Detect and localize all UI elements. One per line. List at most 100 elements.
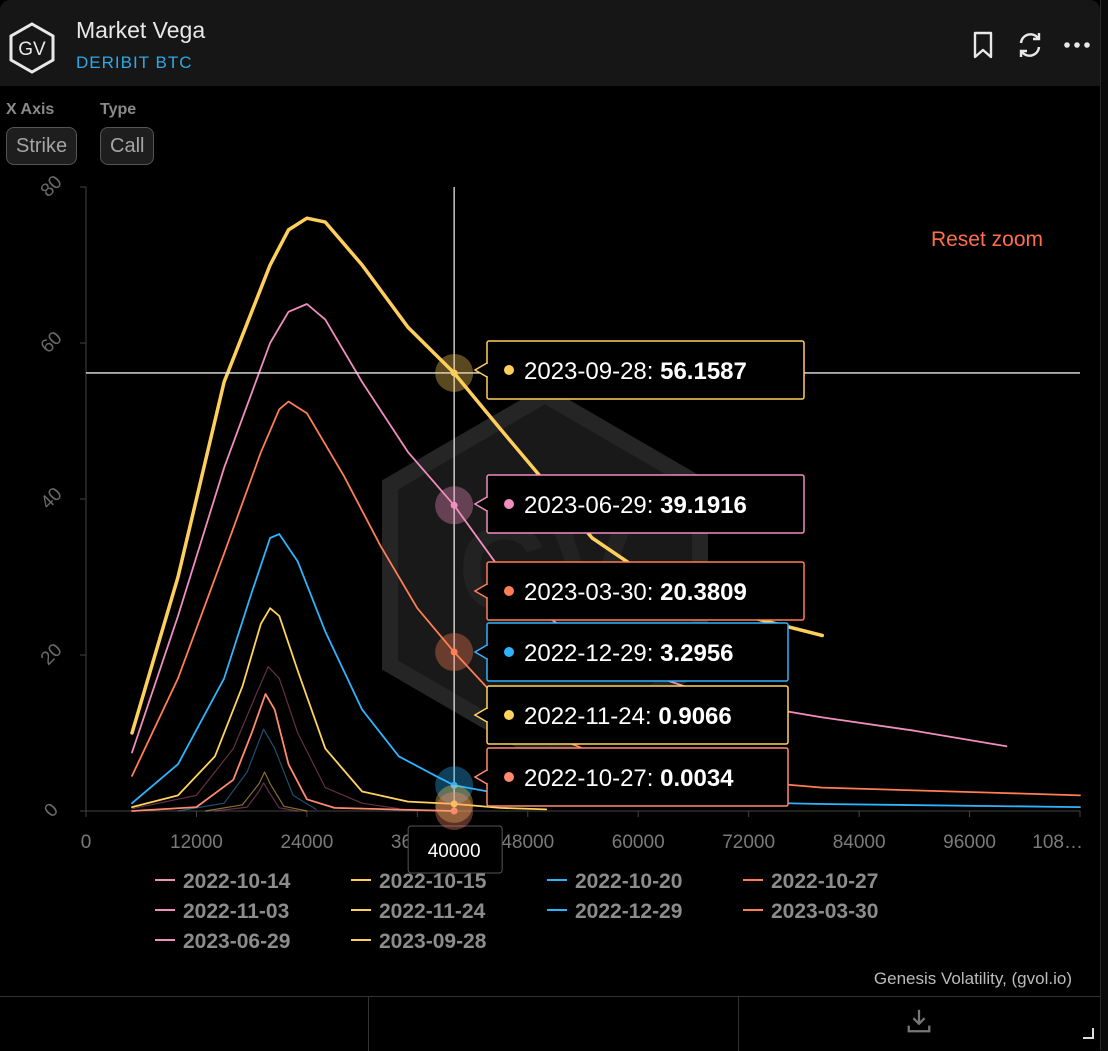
tooltip-text: 2023-03-30: 20.3809 [524, 579, 747, 606]
tooltip-pointer [473, 769, 488, 785]
tooltip-dot [504, 772, 514, 782]
resize-handle-icon[interactable] [1082, 1027, 1094, 1039]
x-tick-label: 84000 [833, 832, 886, 853]
panel-header: GV Market Vega DERIBIT BTC [0, 0, 1100, 86]
tooltip-dot [504, 647, 514, 657]
tooltip-pointer [473, 707, 488, 723]
tooltip-text: 2023-06-29: 39.1916 [524, 492, 747, 519]
legend-label: 2022-10-14 [183, 870, 291, 893]
tooltip-date: 2023-06-29 [524, 492, 647, 519]
legend-item-2022-11-03[interactable]: 2022-11-03 [155, 900, 289, 923]
legend-label: 2022-10-27 [771, 870, 878, 893]
tooltip-2023-03-30: 2023-03-30: 20.3809 [473, 561, 805, 621]
tooltip-dot [504, 365, 514, 375]
x-tick-label: 108… [1032, 832, 1083, 853]
legend-label: 2022-10-15 [379, 870, 487, 893]
refresh-icon[interactable] [1015, 30, 1045, 60]
tooltip-value: 3.2956 [660, 640, 733, 667]
gv-logo-icon: GV [9, 22, 55, 74]
hover-marker [450, 501, 458, 509]
legend-label: 2023-03-30 [771, 900, 878, 923]
hover-marker [450, 807, 458, 815]
download-icon[interactable] [905, 1007, 933, 1035]
tooltip-2022-12-29: 2022-12-29: 3.2956 [473, 622, 789, 682]
tooltip-value: 20.3809 [660, 579, 747, 606]
legend-item-2023-09-28[interactable]: 2023-09-28 [351, 930, 487, 953]
hover-marker [450, 648, 458, 656]
y-tick-label: 60 [37, 328, 67, 358]
legend-label: 2022-10-20 [575, 870, 682, 893]
tooltip-dot [504, 710, 514, 720]
tooltip-2023-09-28: 2023-09-28: 56.1587 [473, 340, 805, 400]
tooltip-value: 56.1587 [660, 358, 747, 385]
series-line-2022-11-24[interactable] [131, 607, 548, 811]
tooltip-value: 0.9066 [658, 703, 731, 730]
tooltip-2023-06-29: 2023-06-29: 39.1916 [473, 474, 805, 534]
legend-item-2022-10-14[interactable]: 2022-10-14 [155, 870, 291, 893]
bookmark-icon[interactable] [968, 30, 998, 60]
tooltip-date: 2023-09-28 [524, 358, 647, 385]
legend-label: 2022-12-29 [575, 900, 682, 923]
legend-item-2022-10-15[interactable]: 2022-10-15 [351, 870, 487, 893]
series-line-2022-10-15[interactable] [205, 771, 308, 812]
legend-item-2023-03-30[interactable]: 2023-03-30 [743, 900, 878, 923]
y-tick-label: 0 [40, 799, 62, 821]
tooltip-colon: : [647, 640, 660, 667]
legend-item-2023-06-29[interactable]: 2023-06-29 [155, 930, 290, 953]
tooltip-text: 2022-12-29: 3.2956 [524, 640, 734, 667]
legend-item-2022-11-24[interactable]: 2022-11-24 [351, 900, 486, 923]
tooltip-pointer [473, 362, 488, 378]
tooltip-date: 2022-10-27 [524, 765, 647, 792]
crosshair-x-label: 40000 [428, 841, 481, 862]
series-line-2022-10-20[interactable] [177, 728, 317, 812]
more-icon[interactable] [1062, 30, 1092, 60]
tooltip-value: 39.1916 [660, 492, 747, 519]
legend-label: 2022-11-24 [379, 900, 486, 923]
legend-item-2022-12-29[interactable]: 2022-12-29 [547, 900, 682, 923]
y-tick-label: 40 [37, 484, 67, 514]
legend-item-2022-10-27[interactable]: 2022-10-27 [743, 870, 878, 893]
hover-marker [450, 781, 458, 789]
series-line-2022-10-14[interactable] [214, 782, 299, 812]
type-label: Type [100, 101, 137, 118]
tooltip-text: 2022-10-27: 0.0034 [524, 765, 734, 792]
tooltip-value: 0.0034 [660, 765, 734, 792]
series-line-2022-11-03[interactable] [131, 666, 400, 810]
tooltip-colon: : [647, 579, 660, 606]
type-selector[interactable]: Call [100, 127, 155, 165]
x-tick-label: 60000 [612, 832, 665, 853]
tooltip-2022-10-27: 2022-10-27: 0.0034 [473, 747, 789, 807]
tooltip-pointer [473, 496, 488, 512]
vega-chart[interactable]: GV 0204060800120002400036000480006000072… [0, 0, 1100, 960]
logo-text: GV [18, 39, 46, 60]
tooltip-dot [504, 499, 514, 509]
bottom-toolbar [0, 996, 1100, 1051]
legend-label: 2023-09-28 [379, 930, 487, 953]
x-tick-label: 0 [81, 832, 92, 853]
tooltip-date: 2022-12-29 [524, 640, 647, 667]
tooltip-colon: : [647, 492, 660, 519]
tooltip-date: 2022-11-24 [524, 703, 645, 730]
x-axis-selector[interactable]: Strike [6, 127, 78, 165]
tooltip-2022-11-24: 2022-11-24: 0.9066 [473, 685, 789, 745]
y-tick-label: 20 [37, 640, 67, 670]
tooltip-colon: : [647, 358, 660, 385]
tooltip-text: 2023-09-28: 56.1587 [524, 358, 747, 385]
credit-text: Genesis Volatility, (gvol.io) [873, 969, 1072, 988]
tooltip-pointer [473, 644, 488, 660]
tooltip-pointer [473, 583, 488, 599]
legend-label: 2022-11-03 [183, 900, 289, 923]
legend-item-2022-10-20[interactable]: 2022-10-20 [547, 870, 682, 893]
page-title: Market Vega [76, 17, 206, 43]
tooltip-colon: : [645, 703, 658, 730]
tooltip-text: 2022-11-24: 0.9066 [524, 703, 732, 730]
tooltip-dot [504, 586, 514, 596]
x-axis-label: X Axis [6, 101, 55, 118]
y-tick-label: 80 [37, 172, 67, 202]
tooltip-colon: : [647, 765, 660, 792]
exchange-subtitle: DERIBIT BTC [76, 53, 193, 72]
reset-zoom-button[interactable]: Reset zoom [931, 228, 1043, 251]
hover-marker [450, 800, 458, 808]
series-line-2022-10-27[interactable] [131, 693, 455, 812]
